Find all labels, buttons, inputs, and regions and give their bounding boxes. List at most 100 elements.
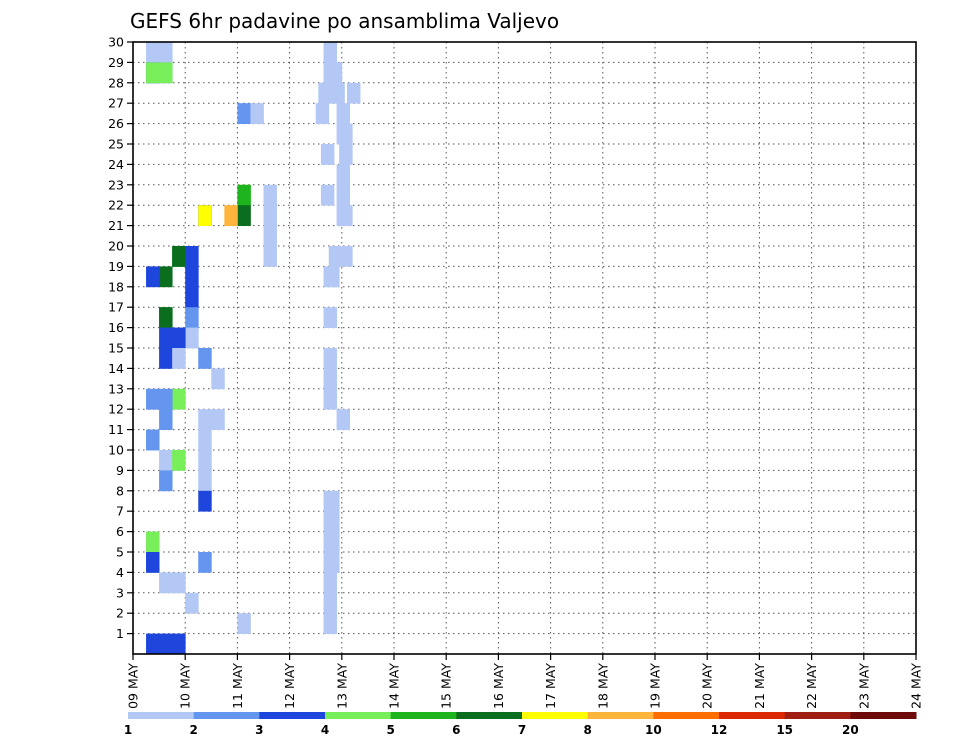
- precipitation-cell: [237, 103, 251, 124]
- x-tick-label: 19 MAY: [648, 663, 663, 709]
- y-tick-label: 29: [108, 55, 124, 70]
- x-tick-label: 21 MAY: [752, 663, 767, 709]
- precipitation-cell: [159, 348, 173, 369]
- precipitation-cell: [159, 633, 173, 655]
- colorbar-label: 10: [645, 723, 662, 737]
- y-tick-label: 22: [108, 198, 124, 213]
- precipitation-cell: [336, 164, 351, 186]
- precipitation-cell: [146, 552, 160, 573]
- y-tick-label: 11: [108, 422, 124, 437]
- x-tick-label: 15 MAY: [439, 663, 454, 709]
- precipitation-cell: [263, 225, 277, 247]
- precipitation-cell: [224, 205, 238, 226]
- precipitation-cell: [198, 409, 212, 430]
- colorbar-swatch: [390, 712, 457, 719]
- precipitation-cell: [323, 307, 337, 328]
- precipitation-cell: [328, 62, 343, 84]
- precipitation-cell: [339, 205, 353, 226]
- precipitation-cell: [211, 409, 225, 430]
- y-tick-label: 25: [108, 137, 124, 152]
- precipitation-cell: [323, 572, 337, 594]
- precipitation-cell: [172, 348, 186, 369]
- y-axis-ticks: 1234567891011121314151617181920212223242…: [108, 35, 133, 641]
- x-tick-label: 18 MAY: [595, 663, 610, 709]
- colorbar-label: 12: [711, 723, 728, 737]
- x-tick-label: 24 MAY: [909, 663, 924, 709]
- precipitation-cell: [336, 103, 351, 124]
- precipitation-cell: [263, 205, 277, 226]
- precipitation-cell: [198, 450, 212, 471]
- x-tick-label: 13 MAY: [334, 663, 349, 709]
- precipitation-cell: [172, 327, 186, 349]
- precipitation-cell: [237, 184, 251, 206]
- colorbar-swatch: [259, 712, 326, 719]
- precipitation-cell: [198, 470, 212, 492]
- precipitation-cell: [159, 388, 173, 410]
- precipitation-cell: [323, 42, 337, 63]
- precipitation-cell: [315, 103, 330, 124]
- precipitation-cell: [326, 552, 340, 573]
- y-tick-label: 23: [108, 177, 124, 192]
- y-tick-label: 27: [108, 96, 124, 111]
- precipitation-cell: [159, 307, 173, 328]
- precipitation-cell: [185, 286, 199, 308]
- precipitation-cell: [146, 429, 160, 451]
- precipitation-cell: [339, 246, 353, 267]
- precipitation-cell: [146, 42, 160, 63]
- precipitation-cell: [198, 490, 212, 512]
- y-tick-label: 1: [116, 626, 124, 641]
- precipitation-cell: [320, 144, 335, 165]
- y-tick-label: 21: [108, 218, 124, 233]
- precipitation-cell: [336, 184, 351, 206]
- precipitation-cell: [263, 246, 277, 267]
- y-tick-label: 24: [108, 157, 124, 172]
- precipitation-cell: [323, 388, 337, 410]
- precipitation-cell: [326, 531, 340, 553]
- precipitation-cell: [159, 62, 173, 84]
- colorbar-swatch: [719, 712, 786, 719]
- precipitation-cell: [263, 184, 277, 206]
- precipitation-cell: [237, 613, 251, 634]
- y-tick-label: 13: [108, 381, 124, 396]
- chart-title: GEFS 6hr padavine po ansamblima Valjevo: [130, 9, 559, 33]
- precipitation-cell: [159, 450, 173, 471]
- colorbar-label: 20: [842, 723, 859, 737]
- y-tick-label: 28: [108, 75, 124, 90]
- precipitation-cell: [159, 42, 173, 63]
- y-tick-label: 7: [116, 504, 124, 519]
- precipitation-cell: [172, 246, 186, 267]
- precipitation-cell: [211, 368, 225, 390]
- colorbar-label: 5: [386, 723, 394, 737]
- precipitation-cell: [326, 266, 340, 288]
- colorbar-swatch: [653, 712, 720, 719]
- precipitation-cell: [172, 633, 186, 655]
- y-tick-label: 2: [116, 606, 124, 621]
- precipitation-cell: [250, 103, 264, 124]
- precipitation-cell: [146, 388, 160, 410]
- precipitation-cell: [331, 82, 345, 104]
- y-tick-label: 10: [108, 443, 124, 458]
- precipitation-cell: [328, 246, 343, 267]
- precipitation-cell: [318, 82, 332, 104]
- colorbar: 1 2 3 4 5 6 7 8 10 12 15 20: [124, 712, 917, 737]
- precipitation-cell: [198, 348, 212, 369]
- x-tick-label: 09 MAY: [126, 663, 141, 709]
- x-tick-label: 14 MAY: [387, 663, 402, 709]
- y-tick-label: 4: [116, 565, 124, 580]
- precipitation-cell: [146, 266, 160, 288]
- colorbar-swatch: [850, 712, 917, 719]
- precipitation-cell: [323, 368, 337, 390]
- y-tick-label: 19: [108, 259, 124, 274]
- precipitation-cell: [159, 327, 173, 349]
- colorbar-swatch: [784, 712, 851, 719]
- precipitation-cell: [198, 205, 212, 226]
- x-tick-label: 23 MAY: [856, 663, 871, 709]
- precipitation-cell: [185, 327, 199, 349]
- colorbar-label: 4: [321, 723, 329, 737]
- y-tick-label: 6: [116, 524, 124, 539]
- precipitation-cell: [198, 429, 212, 451]
- grid-lines: [133, 42, 916, 654]
- y-tick-label: 18: [108, 279, 124, 294]
- precipitation-cell: [323, 613, 337, 634]
